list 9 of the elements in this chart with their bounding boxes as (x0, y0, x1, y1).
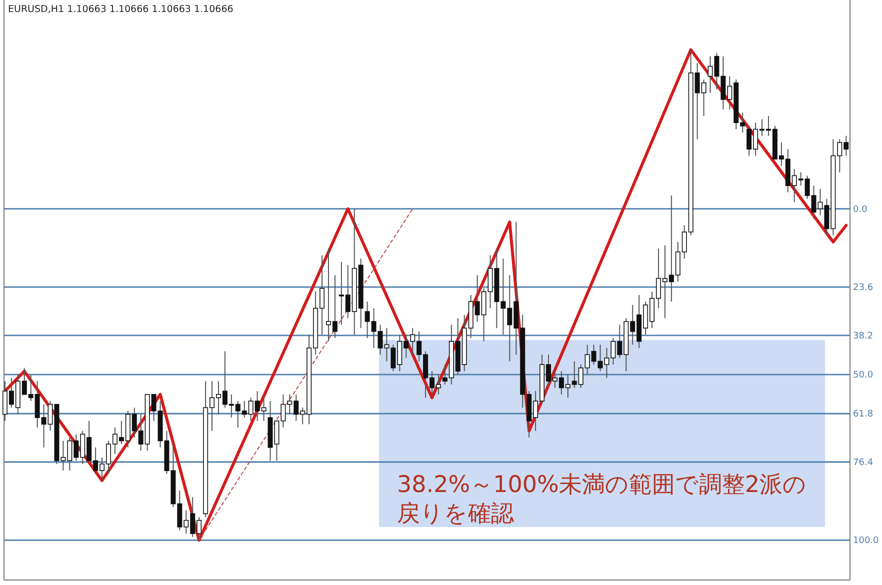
y-tick-label: 76.4 (853, 458, 874, 468)
y-tick-label: 100.0 (853, 536, 880, 546)
annotation: 38.2%～100%未満の範囲で調整2派の戻りを確認 (397, 472, 806, 527)
y-tick-label: 0.0 (853, 204, 868, 215)
y-tick-label: 23.6 (853, 283, 874, 294)
y-tick-label: 61.8 (853, 410, 874, 420)
y-tick-label: 38.2 (853, 331, 874, 342)
y-tick-label: 50.0 (853, 370, 874, 381)
text: EURUSD,H1 1.10663 1.10666 1.10663 1.10666 (8, 4, 234, 15)
